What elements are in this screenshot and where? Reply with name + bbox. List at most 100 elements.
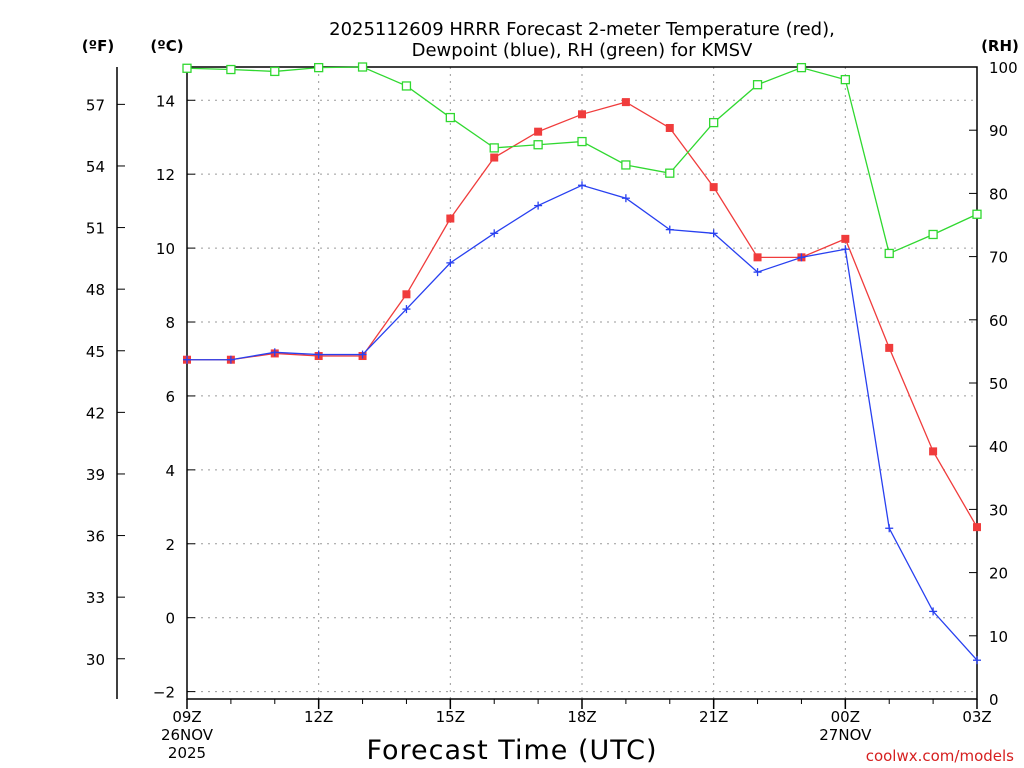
rh-point	[577, 136, 587, 147]
fahrenheit-tick-label: 51	[86, 220, 105, 238]
celsius-tick-label: −2	[153, 684, 175, 702]
data-series	[182, 62, 982, 665]
fahrenheit-tick-label: 42	[86, 404, 105, 422]
temperature-point	[578, 110, 586, 119]
rh-tick-label: 40	[989, 438, 1008, 456]
dewpoint-point	[797, 253, 806, 262]
x-tick-label: 2025	[168, 744, 206, 762]
x-tick-label: 03Z	[962, 708, 991, 726]
dewpoint-point	[183, 355, 191, 364]
x-tick-label: 18Z	[567, 708, 596, 726]
rh-line	[186, 66, 978, 255]
x-tick-label: 12Z	[304, 708, 333, 726]
x-tick-label: 27NOV	[819, 726, 872, 744]
series-rh	[182, 62, 982, 259]
chart-title: 2025112609 HRRR Forecast 2-meter Tempera…	[329, 19, 835, 61]
fahrenheit-tick-label: 45	[86, 343, 105, 361]
gridlines	[187, 67, 977, 699]
temperature-point	[885, 343, 894, 352]
rh-tick-label: 20	[989, 565, 1008, 583]
dewpoint-point	[490, 229, 499, 238]
fahrenheit-tick-label: 57	[86, 96, 105, 114]
fahrenheit-tick-label: 39	[86, 466, 105, 484]
dewpoint-point	[753, 268, 762, 277]
rh-point	[226, 64, 236, 75]
dewpoint-point	[402, 305, 411, 314]
rh-tick-label: 10	[989, 628, 1008, 646]
rh-tick-label: 90	[989, 122, 1008, 140]
x-tick-label: 26NOV	[161, 726, 214, 744]
x-tick-label: 15Z	[436, 708, 465, 726]
dewpoint-point	[226, 355, 235, 364]
rh-point	[884, 248, 894, 259]
rh-point	[709, 117, 719, 128]
temperature-point	[490, 153, 499, 162]
temperature-point	[446, 214, 455, 223]
dewpoint-point	[929, 607, 938, 616]
rh-tick-label: 100	[989, 59, 1018, 77]
rh-point	[357, 62, 368, 72]
temperature-point	[709, 183, 718, 192]
fahrenheit-unit-label: (ºF)	[82, 37, 114, 55]
x-tick-label: 09Z	[172, 708, 201, 726]
dewpoint-point	[885, 524, 894, 533]
dewpoint-point	[314, 350, 323, 359]
rh-point	[401, 81, 412, 91]
dewpoint-point	[534, 201, 543, 210]
temperature-point	[665, 123, 674, 132]
rh-tick-label: 30	[989, 501, 1008, 519]
celsius-tick-label: 0	[165, 610, 175, 628]
rh-unit-label: (RH)	[981, 37, 1019, 55]
fahrenheit-tick-label: 54	[86, 158, 105, 176]
celsius-tick-label: 8	[165, 314, 175, 332]
rh-tick-label: 50	[989, 375, 1008, 393]
celsius-tick-label: 12	[156, 166, 175, 184]
dewpoint-point	[709, 229, 718, 238]
celsius-tick-label: 2	[165, 536, 175, 554]
rh-point	[840, 74, 850, 85]
rh-point	[533, 140, 543, 150]
rh-point	[270, 66, 280, 77]
rh-point	[489, 143, 499, 153]
dewpoint-point	[578, 181, 586, 190]
fahrenheit-tick-label: 30	[86, 651, 105, 669]
chart-title-line-1: 2025112609 HRRR Forecast 2-meter Tempera…	[329, 19, 835, 40]
temperature-point	[621, 98, 630, 107]
rh-tick-label: 60	[989, 312, 1008, 330]
temperature-point	[841, 234, 850, 243]
fahrenheit-tick-label: 33	[86, 589, 105, 607]
celsius-tick-label: 10	[156, 240, 175, 258]
temperature-point	[402, 290, 411, 299]
celsius-tick-label: 4	[165, 462, 175, 480]
rh-point	[796, 62, 807, 73]
credit-text: coolwx.com/models	[866, 747, 1014, 765]
rh-point	[972, 209, 982, 219]
rh-point	[182, 63, 192, 73]
dewpoint-point	[446, 258, 455, 267]
fahrenheit-tick-label: 48	[86, 281, 105, 299]
temperature-point	[534, 127, 543, 136]
chart-title-line-2: Dewpoint (blue), RH (green) for KMSV	[412, 40, 753, 61]
temperature-point	[929, 447, 938, 456]
rh-point	[621, 160, 631, 170]
series-dewpoint	[183, 181, 981, 665]
rh-point	[665, 168, 675, 178]
temperature-point	[973, 523, 981, 532]
rh-point	[445, 112, 455, 123]
rh-point	[752, 80, 763, 90]
dewpoint-point	[358, 350, 367, 359]
x-tick-label: 21Z	[699, 708, 728, 726]
dewpoint-point	[841, 245, 850, 254]
axes: 30 33 36 39 42 45 48 51 54 57 −2 0 2 4 6 8 10 12 14 0 10 20 30…	[86, 59, 1018, 762]
celsius-tick-label: 14	[156, 92, 175, 110]
celsius-unit-label: (ºC)	[150, 37, 183, 55]
rh-tick-label: 70	[989, 249, 1008, 267]
x-tick-label: 00Z	[831, 708, 860, 726]
rh-tick-label: 0	[989, 691, 999, 709]
dewpoint-point	[973, 656, 981, 665]
fahrenheit-tick-label: 36	[86, 528, 105, 546]
rh-tick-label: 80	[989, 185, 1008, 203]
temperature-point	[753, 253, 762, 262]
rh-point	[928, 229, 938, 240]
